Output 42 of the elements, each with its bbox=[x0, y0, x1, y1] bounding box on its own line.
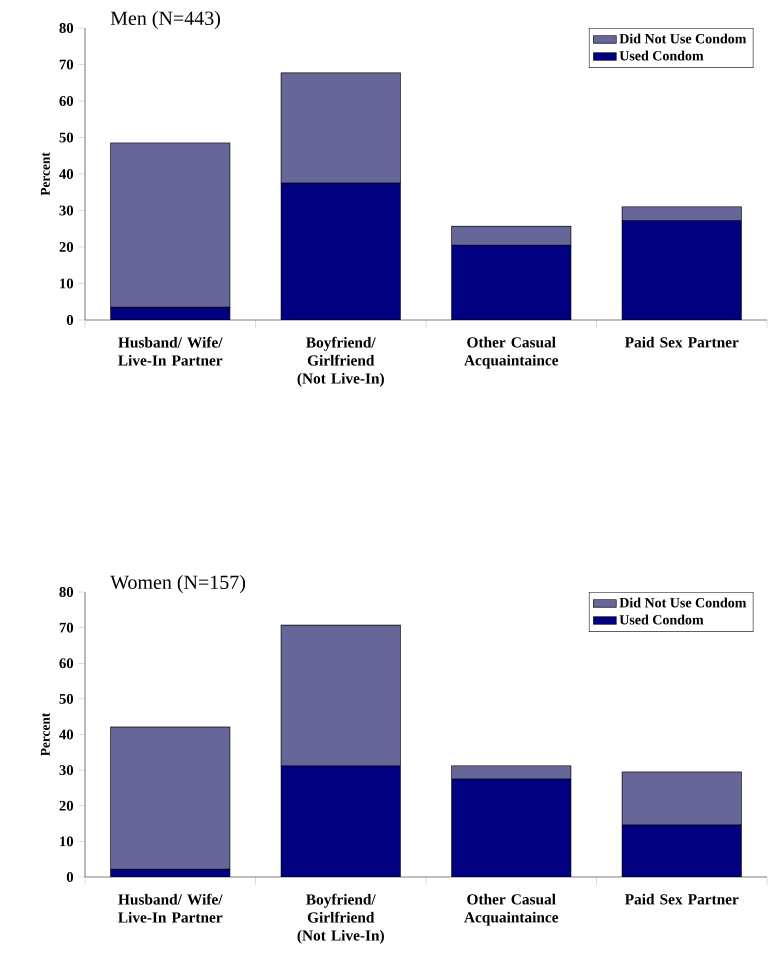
y-tick-label: 60 bbox=[59, 96, 74, 106]
bar bbox=[280, 766, 401, 877]
y-axis-title: Percent bbox=[40, 712, 50, 756]
y-tick-label: 20 bbox=[60, 242, 74, 252]
x-tick-label: Boyfriend/ Girlfriend (Not Live-In) bbox=[298, 336, 384, 387]
y-tick-label: 70 bbox=[60, 60, 74, 70]
chart-title: Women (N=157) bbox=[110, 574, 246, 594]
y-tick-label: 30 bbox=[60, 206, 74, 216]
y-axis-title: Percent bbox=[40, 152, 50, 196]
y-tick-label: 60 bbox=[59, 658, 74, 668]
x-tick-label: Other Casual Acquaintaince bbox=[464, 894, 558, 926]
bar bbox=[622, 220, 742, 320]
y-tick-label: 80 bbox=[59, 23, 74, 33]
legend-label: Did Not Use Condom bbox=[620, 598, 746, 608]
y-tick-label: 10 bbox=[60, 836, 74, 846]
bar bbox=[451, 244, 572, 320]
bar bbox=[451, 778, 572, 877]
y-tick-label: 0 bbox=[66, 872, 74, 882]
x-tick-label: Other Casual Acquaintaince bbox=[464, 336, 558, 369]
y-tick-label: 80 bbox=[59, 587, 74, 597]
x-tick-label: Boyfriend/ Girlfriend (Not Live-In) bbox=[298, 894, 384, 944]
legend-label: Used Condom bbox=[620, 50, 704, 61]
y-tick-label: 20 bbox=[60, 800, 74, 811]
chart-title: Men (N=443) bbox=[110, 10, 220, 30]
y-tick-label: 50 bbox=[60, 694, 74, 704]
bar bbox=[110, 307, 230, 320]
x-tick-label: Husband/ Wife/ Live-In Partner bbox=[118, 336, 223, 366]
y-tick-label: 30 bbox=[60, 765, 74, 776]
y-tick-label: 0 bbox=[66, 315, 74, 325]
y-tick-label: 10 bbox=[60, 278, 74, 288]
bar bbox=[451, 226, 572, 246]
y-tick-label: 40 bbox=[59, 730, 74, 740]
bar bbox=[280, 182, 401, 320]
x-tick-label: Paid Sex Partner bbox=[624, 336, 738, 348]
legend-label: Used Condom bbox=[620, 614, 704, 625]
x-tick-label: Paid Sex Partner bbox=[624, 894, 738, 904]
x-tick-label: Husband/ Wife/ Live-In Partner bbox=[118, 894, 223, 923]
legend-label: Did Not Use Condom bbox=[620, 34, 746, 44]
y-tick-label: 40 bbox=[59, 169, 74, 179]
bar bbox=[622, 824, 742, 877]
y-tick-label: 50 bbox=[60, 132, 74, 142]
y-tick-label: 70 bbox=[60, 622, 74, 633]
